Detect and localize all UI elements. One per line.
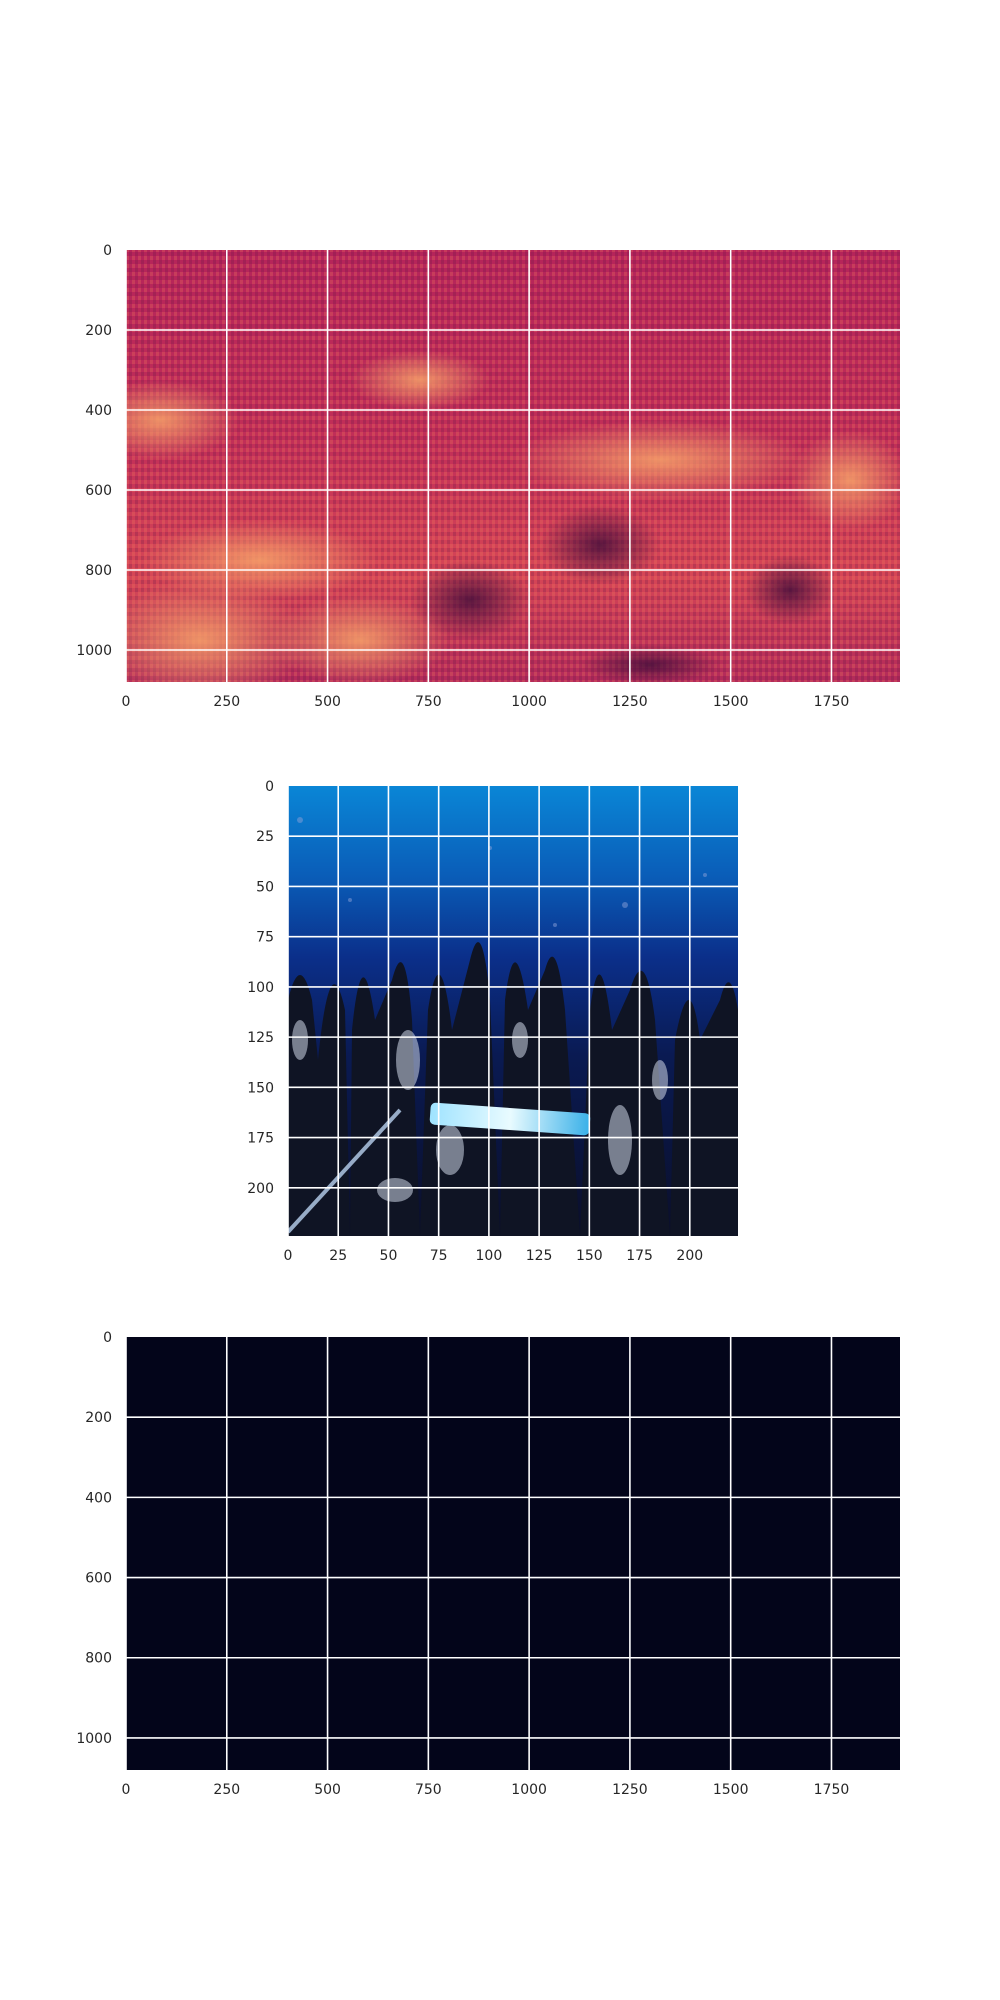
y-tick-label: 800 (85, 1651, 112, 1667)
y-tick-label: 200 (247, 1181, 274, 1197)
particles (297, 817, 707, 927)
y-tick-label: 400 (85, 1490, 112, 1506)
y-tick-label: 0 (103, 1330, 112, 1346)
image-y-ticks: 0 25 50 75 100 125 150 175 200 (247, 779, 274, 1197)
y-tick-label: 175 (247, 1131, 274, 1147)
heatmap-top-image (126, 250, 900, 682)
y-tick-label: 0 (103, 243, 112, 259)
heatmap-bottom-y-ticks: 0 200 400 600 800 1000 (76, 1330, 112, 1747)
x-tick-label: 750 (415, 1782, 442, 1798)
y-tick-label: 125 (247, 1030, 274, 1046)
heatmap-bottom-image (126, 1337, 900, 1770)
x-tick-label: 1000 (511, 694, 547, 710)
underwater-image (288, 786, 738, 1236)
x-tick-label: 75 (430, 1248, 448, 1264)
x-tick-label: 1500 (713, 1782, 749, 1798)
y-tick-label: 100 (247, 980, 274, 996)
x-tick-label: 25 (329, 1248, 347, 1264)
x-tick-label: 1500 (713, 694, 749, 710)
x-tick-label: 1250 (612, 694, 648, 710)
x-tick-label: 0 (122, 694, 131, 710)
y-tick-label: 600 (85, 1571, 112, 1587)
rod (429, 1102, 591, 1136)
heatmap-top-y-ticks: 0 200 400 600 800 1000 (76, 243, 112, 659)
heatmap-bottom-x-ticks: 0 250 500 750 1000 1250 1500 1750 (122, 1782, 850, 1798)
cable (288, 1108, 402, 1234)
y-tick-label: 600 (85, 483, 112, 499)
x-tick-label: 1250 (612, 1782, 648, 1798)
x-tick-label: 150 (576, 1248, 603, 1264)
x-tick-label: 125 (526, 1248, 553, 1264)
heatmap-top-x-ticks: 0 250 500 750 1000 1250 1500 1750 (122, 694, 850, 710)
x-tick-label: 1000 (511, 1782, 547, 1798)
y-tick-label: 200 (85, 1410, 112, 1426)
heatmap-panel-bottom: 0 250 500 750 1000 1250 1500 1750 0 200 400 600 800… (76, 1330, 900, 1798)
x-tick-label: 750 (415, 694, 442, 710)
y-tick-label: 25 (256, 829, 274, 845)
x-tick-label: 1750 (814, 1782, 850, 1798)
heatmap-bottom-grid (125, 1337, 900, 1770)
y-tick-label: 200 (85, 323, 112, 339)
x-tick-label: 0 (122, 1782, 131, 1798)
x-tick-label: 500 (314, 1782, 341, 1798)
image-x-ticks: 0 25 50 75 100 125 150 175 200 (284, 1248, 704, 1264)
y-tick-label: 150 (247, 1080, 274, 1096)
x-tick-label: 50 (380, 1248, 398, 1264)
y-tick-label: 1000 (76, 643, 112, 659)
y-tick-label: 1000 (76, 1731, 112, 1747)
x-tick-label: 250 (213, 694, 240, 710)
image-panel-middle: 0 25 50 75 100 125 150 175 200 0 25 50 75 100 125 150 1… (247, 779, 738, 1264)
y-tick-label: 800 (85, 563, 112, 579)
heatmap-panel-top: 0 250 500 750 1000 1250 1500 1750 0 200 400 600 800… (76, 243, 900, 710)
y-tick-label: 0 (265, 779, 274, 795)
y-tick-label: 400 (85, 403, 112, 419)
x-tick-label: 175 (626, 1248, 653, 1264)
y-tick-label: 50 (256, 879, 274, 895)
y-tick-label: 75 (256, 930, 274, 946)
x-tick-label: 500 (314, 694, 341, 710)
x-tick-label: 0 (284, 1248, 293, 1264)
x-tick-label: 100 (476, 1248, 503, 1264)
image-grid (287, 786, 738, 1236)
x-tick-label: 250 (213, 1782, 240, 1798)
x-tick-label: 200 (676, 1248, 703, 1264)
heatmap-top-grid (125, 250, 900, 682)
x-tick-label: 1750 (814, 694, 850, 710)
